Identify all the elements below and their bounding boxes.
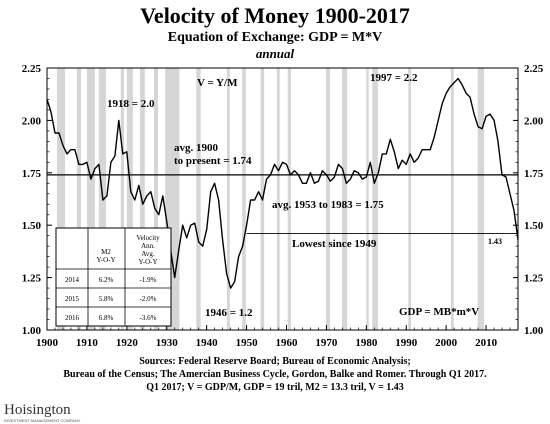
y-tick-label-right: 1.00	[524, 325, 544, 337]
y-tick-label-left: 1.25	[22, 273, 42, 285]
recession-band	[120, 68, 125, 330]
x-tick-label: 1990	[395, 337, 418, 349]
y-tick-label-right: 2.00	[524, 115, 544, 127]
hoisington-logo-tagline: INVESTMENT MANAGEMENT COMPANY	[4, 418, 81, 423]
table-header-cell: Velocity	[136, 234, 160, 242]
recession-band	[126, 68, 133, 330]
annotation-lowest-since-1949: Lowest since 1949	[292, 238, 377, 250]
table-cell: 2016	[65, 314, 80, 322]
recession-band	[408, 68, 412, 330]
recession-band	[86, 68, 95, 330]
annotation-last-value: 1.43	[488, 237, 502, 246]
table-header-cell: Y-O-Y	[138, 258, 157, 266]
y-tick-label-left: 1.75	[22, 168, 42, 180]
reference-lines	[47, 174, 518, 234]
chart-title: Velocity of Money 1900-2017	[140, 3, 410, 28]
table-header-cell: Ann.	[141, 242, 155, 250]
recession-band	[242, 68, 246, 330]
chart-frequency-label: annual	[255, 46, 295, 61]
x-tick-label: 1950	[236, 337, 259, 349]
recession-band	[341, 68, 348, 330]
annotation-peak-1918: 1918 = 2.0	[107, 98, 155, 110]
table-header-cell: Avg.	[141, 250, 155, 258]
table-cell: -3.6%	[140, 314, 157, 322]
recession-band	[477, 68, 485, 330]
y-tick-label-left: 1.00	[22, 325, 42, 337]
annotation-low-1946: 1946 = 1.2	[205, 307, 253, 319]
table-cell: 2014	[65, 276, 80, 284]
y-tick-label-left: 2.00	[22, 115, 42, 127]
y-tick-label-right: 1.50	[524, 220, 544, 232]
plot-frame	[46, 67, 519, 331]
x-tick-label: 1960	[275, 337, 298, 349]
table-cell: 6.2%	[99, 276, 114, 284]
x-tick-label: 1920	[116, 337, 139, 349]
recession-band	[287, 68, 291, 330]
annotation-avg-line1: avg. 1900	[174, 142, 219, 154]
x-tick-label: 1900	[36, 337, 59, 349]
recession-band	[56, 68, 65, 330]
velocity-series-line	[46, 77, 519, 289]
x-tick-label: 1910	[76, 337, 99, 349]
annotation-v-formula: V = Y/M	[197, 77, 238, 89]
recession-band	[326, 68, 330, 330]
x-tick-label: 1980	[355, 337, 378, 349]
x-tick-label: 1940	[196, 337, 219, 349]
hoisington-logo: Hoisington	[4, 402, 71, 418]
table-header-cell: M2	[101, 248, 111, 256]
recession-band	[196, 68, 201, 330]
x-tick-label: 2010	[475, 337, 498, 349]
annotation-avg-1953-1983: avg. 1953 to 1983 = 1.75	[272, 199, 384, 211]
series-layer	[46, 77, 519, 289]
sources-line-2: Bureau of the Census; The Amercian Busin…	[63, 369, 487, 380]
table-cell: -2.0%	[140, 295, 157, 303]
sources-line-1: Sources: Federal Reserve Board; Bureau o…	[139, 356, 411, 367]
y-tick-label-right: 2.25	[524, 63, 544, 75]
table-header-cell: Y-O-Y	[96, 256, 115, 264]
table-cell: 2015	[65, 295, 80, 303]
y-tick-label-left: 2.25	[22, 63, 42, 75]
table-cell: 5.8%	[99, 295, 114, 303]
y-tick-label-right: 1.75	[524, 168, 544, 180]
annotation-peak-1997: 1997 = 2.2	[370, 72, 418, 84]
table-frame	[55, 227, 172, 327]
chart-subtitle: Equation of Exchange: GDP = M*V	[167, 30, 383, 45]
sources-line-3: Q1 2017; V = GDP/M, GDP = 19 tril, M2 = …	[146, 382, 404, 393]
recession-band	[366, 68, 369, 330]
recession-band	[450, 68, 454, 330]
y-tick-label-right: 1.25	[524, 273, 544, 285]
table-cell: 6.8%	[99, 314, 114, 322]
axes: 1.00 1.00 1.25 1.25 1.50 1.50 1.75 1.75 2.00 2.00…	[22, 63, 544, 349]
x-tick-label: 1930	[156, 337, 179, 349]
x-tick-label: 1970	[315, 337, 338, 349]
recession-band	[372, 68, 378, 330]
y-tick-label-left: 1.50	[22, 220, 42, 232]
recession-band	[153, 68, 158, 330]
table-cell: -1.9%	[140, 276, 157, 284]
recession-band	[276, 68, 280, 330]
recession-band	[76, 68, 81, 330]
recession-band	[227, 68, 230, 330]
x-tick-label: 2000	[435, 337, 458, 349]
annotation-gdp-formula: GDP = MB*m*V	[399, 306, 479, 318]
annotation-avg-line2: to present = 1.74	[174, 155, 252, 167]
